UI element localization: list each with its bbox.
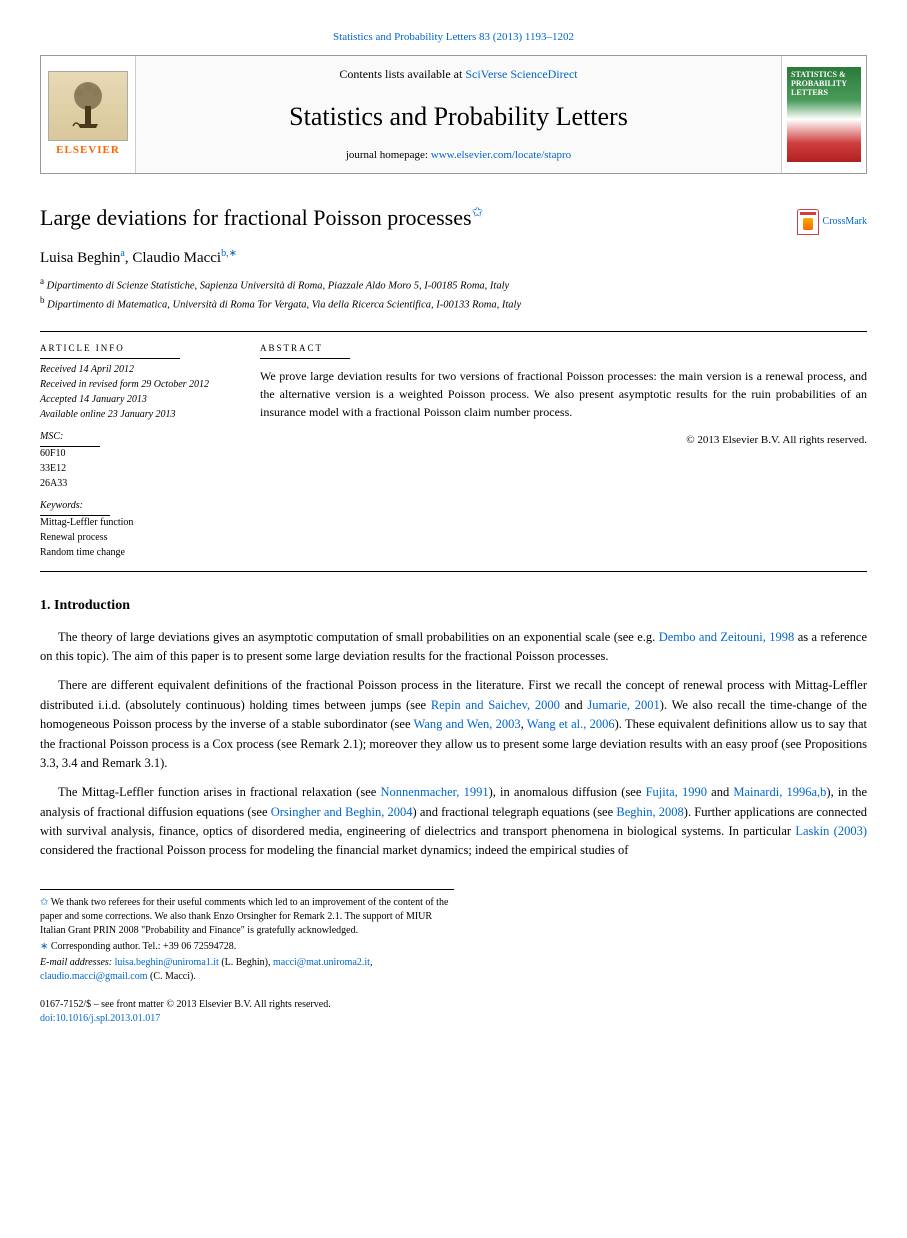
- bottom-metadata: 0167-7152/$ – see front matter © 2013 El…: [40, 998, 867, 1026]
- affiliations: a Dipartimento di Scienze Statistiche, S…: [40, 275, 867, 314]
- abstract-copyright: © 2013 Elsevier B.V. All rights reserved…: [260, 433, 867, 448]
- abstract-heading: ABSTRACT: [260, 342, 350, 359]
- ref-nonnenmacher-1991[interactable]: Nonnenmacher, 1991: [380, 785, 488, 799]
- msc-1: 33E12: [40, 462, 230, 476]
- doi-link[interactable]: doi:10.1016/j.spl.2013.01.017: [40, 1013, 160, 1024]
- affiliation-a: a Dipartimento di Scienze Statistiche, S…: [40, 275, 867, 294]
- title-footnote-star[interactable]: ✩: [472, 206, 484, 221]
- ref-repin-saichev-2000[interactable]: Repin and Saichev, 2000: [431, 698, 560, 712]
- info-abstract-row: ARTICLE INFO Received 14 April 2012 Rece…: [40, 331, 867, 572]
- homepage-link[interactable]: www.elsevier.com/locate/stapro: [431, 149, 571, 161]
- article-info-column: ARTICLE INFO Received 14 April 2012 Rece…: [40, 332, 240, 571]
- journal-name: Statistics and Probability Letters: [156, 99, 761, 135]
- homepage-line: journal homepage: www.elsevier.com/locat…: [156, 148, 761, 163]
- ref-dembo-zeitouni-1998[interactable]: Dembo and Zeitouni, 1998: [659, 630, 795, 644]
- elsevier-brand-text: ELSEVIER: [56, 143, 120, 158]
- keyword-0: Mittag-Leffler function: [40, 516, 230, 530]
- history-received: Received 14 April 2012: [40, 363, 230, 377]
- crossmark-widget[interactable]: CrossMark: [797, 209, 867, 235]
- history-accepted: Accepted 14 January 2013: [40, 393, 230, 407]
- footnote-corresponding: ∗ Corresponding author. Tel.: +39 06 725…: [40, 940, 454, 954]
- keyword-1: Renewal process: [40, 531, 230, 545]
- body-paragraph-2: There are different equivalent definitio…: [40, 676, 867, 773]
- ref-laskin-2003[interactable]: Laskin (2003): [795, 824, 867, 838]
- ref-orsingher-beghin-2004[interactable]: Orsingher and Beghin, 2004: [271, 805, 413, 819]
- msc-0: 60F10: [40, 447, 230, 461]
- ref-wang-et-al-2006[interactable]: Wang et al., 2006: [527, 717, 615, 731]
- keywords-heading: Keywords:: [40, 499, 110, 516]
- keyword-2: Random time change: [40, 546, 230, 560]
- body-paragraph-3: The Mittag-Leffler function arises in fr…: [40, 783, 867, 861]
- email-macci-1[interactable]: macci@mat.uniroma2.it: [273, 957, 370, 968]
- section-number: 1.: [40, 598, 51, 613]
- section-1-heading: 1. Introduction: [40, 596, 867, 616]
- email-macci-2[interactable]: claudio.macci@gmail.com: [40, 971, 148, 982]
- sciencedirect-link[interactable]: SciVerse ScienceDirect: [465, 67, 577, 81]
- citation-header: Statistics and Probability Letters 83 (2…: [40, 30, 867, 45]
- section-title-text: Introduction: [54, 598, 130, 613]
- issn-copyright-line: 0167-7152/$ – see front matter © 2013 El…: [40, 998, 867, 1012]
- journal-cover-thumb[interactable]: STATISTICS & PROBABILITY LETTERS: [781, 56, 866, 173]
- affiliation-b: b Dipartimento di Matematica, Università…: [40, 294, 867, 313]
- ref-fujita-1990[interactable]: Fujita, 1990: [646, 785, 707, 799]
- footnote-emails: E-mail addresses: luisa.beghin@uniroma1.…: [40, 956, 454, 984]
- elsevier-logo[interactable]: ELSEVIER: [41, 56, 136, 173]
- author-1-affil-sup[interactable]: a: [120, 248, 124, 259]
- title-text: Large deviations for fractional Poisson …: [40, 205, 472, 230]
- author-2-affil-sup[interactable]: b,∗: [221, 248, 237, 259]
- abstract-column: ABSTRACT We prove large deviation result…: [240, 332, 867, 571]
- contents-prefix: Contents lists available at: [339, 67, 465, 81]
- body-paragraph-1: The theory of large deviations gives an …: [40, 628, 867, 667]
- author-1: Luisa Beghin: [40, 250, 120, 266]
- email-beghin[interactable]: luisa.beghin@uniroma1.it: [115, 957, 219, 968]
- journal-header-box: ELSEVIER Contents lists available at Sci…: [40, 55, 867, 174]
- author-2: Claudio Macci: [132, 250, 221, 266]
- footnotes-block: ✩ We thank two referees for their useful…: [40, 889, 454, 984]
- article-info-heading: ARTICLE INFO: [40, 342, 180, 359]
- crossmark-icon: [797, 209, 819, 235]
- cover-image: STATISTICS & PROBABILITY LETTERS: [787, 67, 861, 162]
- footnote-star: ✩ We thank two referees for their useful…: [40, 896, 454, 938]
- ref-wang-wen-2003[interactable]: Wang and Wen, 2003: [414, 717, 521, 731]
- header-center: Contents lists available at SciVerse Sci…: [136, 56, 781, 173]
- homepage-prefix: journal homepage:: [346, 149, 431, 161]
- history-available: Available online 23 January 2013: [40, 408, 230, 422]
- abstract-text: We prove large deviation results for two…: [260, 367, 867, 421]
- history-revised: Received in revised form 29 October 2012: [40, 378, 230, 392]
- crossmark-label: CrossMark: [823, 215, 867, 229]
- citation-link[interactable]: Statistics and Probability Letters 83 (2…: [333, 31, 574, 43]
- msc-heading: MSC:: [40, 430, 100, 447]
- cover-title-text: STATISTICS & PROBABILITY LETTERS: [791, 71, 857, 97]
- ref-beghin-2008[interactable]: Beghin, 2008: [616, 805, 683, 819]
- elsevier-tree-icon: [48, 71, 128, 141]
- authors-line: Luisa Beghina, Claudio Maccib,∗: [40, 247, 867, 269]
- msc-2: 26A33: [40, 477, 230, 491]
- doi-line: doi:10.1016/j.spl.2013.01.017: [40, 1012, 867, 1026]
- ref-mainardi-1996[interactable]: Mainardi, 1996a,b: [733, 785, 826, 799]
- contents-available-line: Contents lists available at SciVerse Sci…: [156, 66, 761, 83]
- ref-jumarie-2001[interactable]: Jumarie, 2001: [587, 698, 659, 712]
- article-title: Large deviations for fractional Poisson …: [40, 204, 777, 233]
